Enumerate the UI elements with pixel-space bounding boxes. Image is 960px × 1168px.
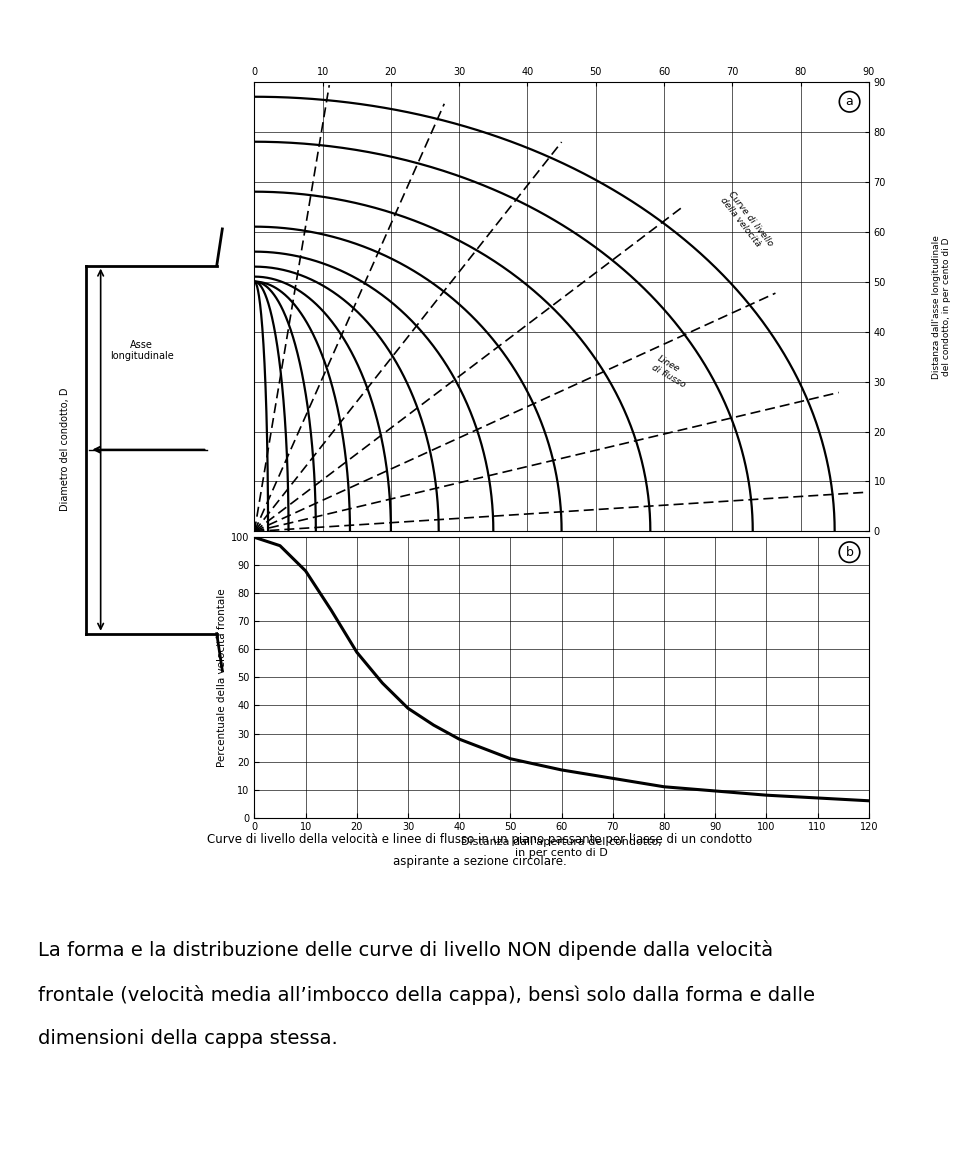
Text: 80%: 80% — [309, 551, 323, 570]
Text: 5%: 5% — [828, 551, 841, 565]
Text: dimensioni della cappa stessa.: dimensioni della cappa stessa. — [38, 1029, 338, 1048]
Text: Asse
longitudinale: Asse longitudinale — [110, 340, 174, 361]
Text: 10%: 10% — [746, 551, 759, 570]
Text: La forma e la distribuzione delle curve di livello NON dipende dalla velocità: La forma e la distribuzione delle curve … — [38, 940, 774, 960]
Text: 50%: 50% — [432, 551, 445, 570]
Y-axis label: Distanza dall'asse longitudinale
del condotto, in per cento di D: Distanza dall'asse longitudinale del con… — [932, 235, 951, 378]
Text: 40%: 40% — [486, 551, 500, 570]
Text: Curve di livello della velocità e linee di flusso in un piano passante per l’ass: Curve di livello della velocità e linee … — [207, 833, 753, 846]
Text: 90%: 90% — [281, 551, 296, 570]
Text: a: a — [846, 96, 853, 109]
Text: b: b — [846, 545, 853, 558]
Text: Diametro del condotto, D: Diametro del condotto, D — [60, 388, 70, 512]
Text: frontale (velocità media all’imbocco della cappa), bensì solo dalla forma e dall: frontale (velocità media all’imbocco del… — [38, 985, 815, 1004]
X-axis label: Distanza dall'apertura del condotto,
in per cento di D: Distanza dall'apertura del condotto, in … — [461, 836, 662, 858]
Text: 100%: 100% — [260, 551, 276, 575]
Text: aspirante a sezione circolare.: aspirante a sezione circolare. — [394, 855, 566, 868]
Text: Curve di livello
della velocità: Curve di livello della velocità — [719, 189, 775, 253]
Text: 30%: 30% — [555, 551, 568, 570]
Y-axis label: Percentuale della velocità frontale: Percentuale della velocità frontale — [217, 589, 227, 766]
Text: 70%: 70% — [343, 551, 357, 570]
Text: 20%: 20% — [643, 551, 658, 570]
Text: 60%: 60% — [384, 551, 398, 570]
Text: Linee
di flusso: Linee di flusso — [650, 354, 692, 389]
